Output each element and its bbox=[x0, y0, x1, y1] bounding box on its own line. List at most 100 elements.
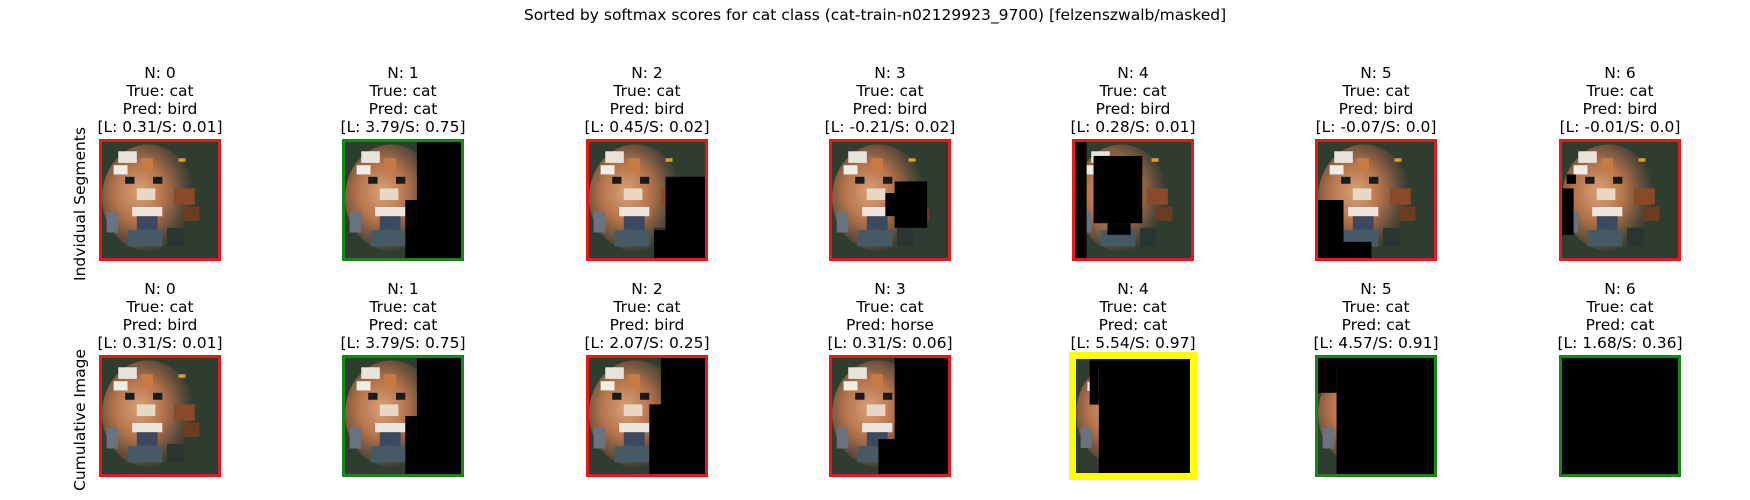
cell-true-label: True: cat bbox=[856, 298, 924, 316]
segment-image-frame bbox=[342, 139, 464, 261]
row-label-individual-segments: Indvidual Segments bbox=[71, 127, 89, 281]
segment-image-frame bbox=[99, 139, 221, 261]
tiger-image bbox=[102, 358, 218, 474]
cell-pred-label: Pred: horse bbox=[846, 316, 934, 334]
tiger-image bbox=[1075, 142, 1191, 258]
cell-scores: [L: 0.31/S: 0.01] bbox=[97, 118, 223, 136]
cell-true-label: True: cat bbox=[369, 298, 437, 316]
cell-scores: [L: 3.79/S: 0.75] bbox=[340, 334, 466, 352]
cell-index: N: 5 bbox=[1360, 280, 1392, 298]
cell-index: N: 2 bbox=[631, 64, 663, 82]
tiger-image bbox=[1318, 358, 1434, 474]
cell-pred-label: Pred: cat bbox=[1098, 316, 1168, 334]
cell-scores: [L: 0.31/S: 0.01] bbox=[97, 334, 223, 352]
cell-true-label: True: cat bbox=[613, 298, 681, 316]
cell-pred-label: Pred: bird bbox=[122, 100, 198, 118]
cell-scores: [L: 3.79/S: 0.75] bbox=[340, 118, 466, 136]
cell-index: N: 1 bbox=[387, 280, 419, 298]
segment-image-frame bbox=[1559, 355, 1681, 477]
cell-scores: [L: 0.45/S: 0.02] bbox=[584, 118, 710, 136]
cell-index: N: 0 bbox=[144, 64, 176, 82]
cell-title: N: 1 True: cat Pred: cat [L: 3.79/S: 0.7… bbox=[303, 280, 503, 352]
segment-image-frame bbox=[586, 139, 708, 261]
cell-title: N: 6 True: cat Pred: cat [L: 1.68/S: 0.3… bbox=[1520, 280, 1720, 352]
cell-pred-label: Pred: bird bbox=[1095, 100, 1171, 118]
cell-scores: [L: -0.21/S: 0.02] bbox=[824, 118, 956, 136]
tiger-image bbox=[345, 358, 461, 474]
segment-image-frame bbox=[1072, 139, 1194, 261]
cell-title: N: 3 True: cat Pred: bird [L: -0.21/S: 0… bbox=[790, 64, 990, 136]
cell-index: N: 4 bbox=[1117, 64, 1149, 82]
cell-pred-label: Pred: cat bbox=[368, 100, 438, 118]
cell-true-label: True: cat bbox=[1586, 82, 1654, 100]
segment-image-frame bbox=[1069, 352, 1197, 480]
tiger-image bbox=[345, 142, 461, 258]
cell-title: N: 0 True: cat Pred: bird [L: 0.31/S: 0.… bbox=[60, 280, 260, 352]
cell-scores: [L: -0.01/S: 0.0] bbox=[1559, 118, 1681, 136]
cell-true-label: True: cat bbox=[1099, 298, 1167, 316]
tiger-image bbox=[832, 142, 948, 258]
cell-title: N: 4 True: cat Pred: cat [L: 5.54/S: 0.9… bbox=[1033, 280, 1233, 352]
cell-title: N: 1 True: cat Pred: cat [L: 3.79/S: 0.7… bbox=[303, 64, 503, 136]
cell-true-label: True: cat bbox=[369, 82, 437, 100]
cell-pred-label: Pred: cat bbox=[368, 316, 438, 334]
figure-title: Sorted by softmax scores for cat class (… bbox=[523, 6, 1227, 24]
cell-title: N: 0 True: cat Pred: bird [L: 0.31/S: 0.… bbox=[60, 64, 260, 136]
cell-pred-label: Pred: bird bbox=[609, 100, 685, 118]
cell-index: N: 6 bbox=[1604, 280, 1636, 298]
segment-image-frame bbox=[829, 355, 951, 477]
tiger-image bbox=[1562, 358, 1678, 474]
tiger-image bbox=[832, 358, 948, 474]
cell-title: N: 5 True: cat Pred: bird [L: -0.07/S: 0… bbox=[1276, 64, 1476, 136]
cell-pred-label: Pred: cat bbox=[1585, 316, 1655, 334]
cell-index: N: 3 bbox=[874, 280, 906, 298]
cell-index: N: 1 bbox=[387, 64, 419, 82]
cell-title: N: 5 True: cat Pred: cat [L: 4.57/S: 0.9… bbox=[1276, 280, 1476, 352]
cell-true-label: True: cat bbox=[856, 82, 924, 100]
cell-title: N: 2 True: cat Pred: bird [L: 0.45/S: 0.… bbox=[547, 64, 747, 136]
segment-image-frame bbox=[829, 139, 951, 261]
segment-image-frame bbox=[342, 355, 464, 477]
tiger-image bbox=[589, 358, 705, 474]
cell-true-label: True: cat bbox=[1342, 82, 1410, 100]
cell-true-label: True: cat bbox=[1099, 82, 1167, 100]
cell-pred-label: Pred: bird bbox=[1338, 100, 1414, 118]
cell-index: N: 6 bbox=[1604, 64, 1636, 82]
cell-true-label: True: cat bbox=[1342, 298, 1410, 316]
cell-scores: [L: 1.68/S: 0.36] bbox=[1557, 334, 1683, 352]
cell-pred-label: Pred: bird bbox=[1582, 100, 1658, 118]
row-label-cumulative-image: Cumulative Image bbox=[71, 349, 89, 491]
cell-true-label: True: cat bbox=[126, 82, 194, 100]
cell-pred-label: Pred: bird bbox=[609, 316, 685, 334]
cell-index: N: 2 bbox=[631, 280, 663, 298]
segment-image-frame bbox=[586, 355, 708, 477]
tiger-image bbox=[589, 142, 705, 258]
cell-true-label: True: cat bbox=[126, 298, 194, 316]
cell-scores: [L: 0.31/S: 0.06] bbox=[827, 334, 953, 352]
cell-true-label: True: cat bbox=[613, 82, 681, 100]
cell-title: N: 2 True: cat Pred: bird [L: 2.07/S: 0.… bbox=[547, 280, 747, 352]
cell-title: N: 4 True: cat Pred: bird [L: 0.28/S: 0.… bbox=[1033, 64, 1233, 136]
cell-scores: [L: 5.54/S: 0.97] bbox=[1070, 334, 1196, 352]
tiger-image bbox=[1562, 142, 1678, 258]
tiger-image bbox=[102, 142, 218, 258]
cell-scores: [L: -0.07/S: 0.0] bbox=[1315, 118, 1437, 136]
cell-true-label: True: cat bbox=[1586, 298, 1654, 316]
cell-index: N: 5 bbox=[1360, 64, 1392, 82]
cell-pred-label: Pred: bird bbox=[122, 316, 198, 334]
tiger-image bbox=[1318, 142, 1434, 258]
cell-index: N: 0 bbox=[144, 280, 176, 298]
segment-image-frame bbox=[1315, 139, 1437, 261]
tiger-image bbox=[1076, 359, 1190, 473]
cell-title: N: 3 True: cat Pred: horse [L: 0.31/S: 0… bbox=[790, 280, 990, 352]
cell-scores: [L: 4.57/S: 0.91] bbox=[1313, 334, 1439, 352]
cell-title: N: 6 True: cat Pred: bird [L: -0.01/S: 0… bbox=[1520, 64, 1720, 136]
cell-index: N: 4 bbox=[1117, 280, 1149, 298]
segment-image-frame bbox=[1315, 355, 1437, 477]
cell-index: N: 3 bbox=[874, 64, 906, 82]
cell-scores: [L: 0.28/S: 0.01] bbox=[1070, 118, 1196, 136]
cell-scores: [L: 2.07/S: 0.25] bbox=[584, 334, 710, 352]
cell-pred-label: Pred: bird bbox=[852, 100, 928, 118]
segment-image-frame bbox=[99, 355, 221, 477]
cell-pred-label: Pred: cat bbox=[1341, 316, 1411, 334]
